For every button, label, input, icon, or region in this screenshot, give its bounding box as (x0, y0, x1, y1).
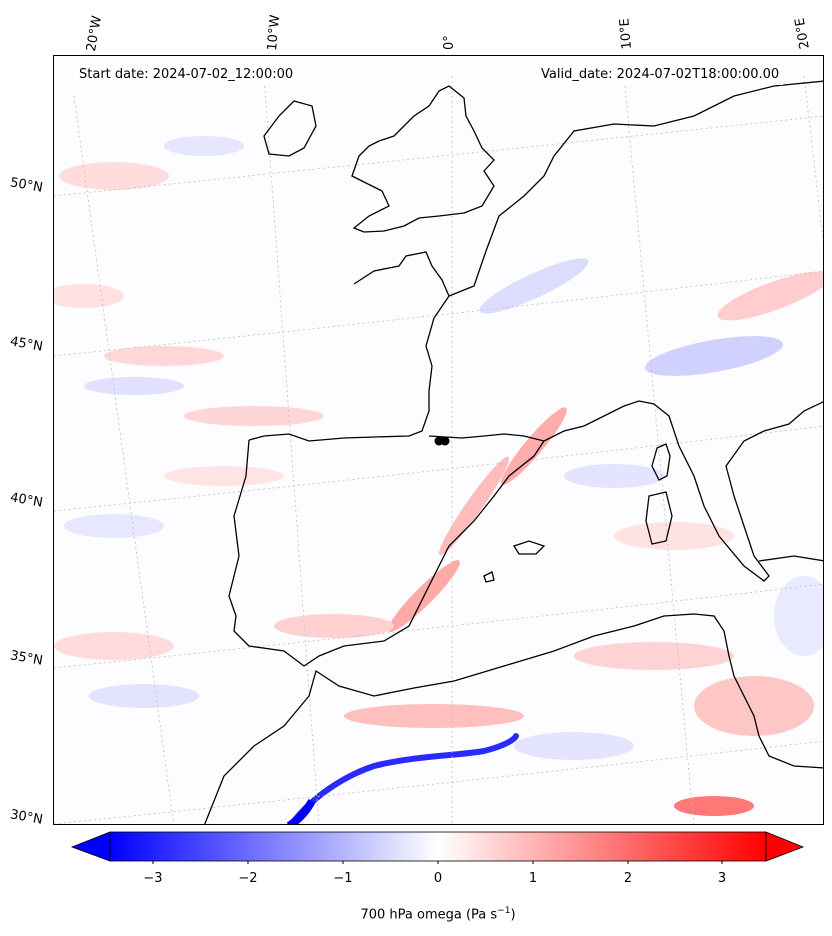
cb-tick-label: 1 (528, 871, 538, 886)
strong-ascent-core (286, 798, 316, 824)
sardinia-outline (645, 491, 673, 545)
colorbar-title-close: ) (510, 907, 516, 923)
colorbar-title-main: 700 hPa omega (Pa s (360, 907, 498, 923)
lon-label-0: 0° (442, 35, 457, 50)
channel-north-sea-coast (448, 80, 823, 297)
strong-ascent-band (291, 733, 519, 824)
lon-label-20e: 20°E (792, 16, 813, 51)
colorbar (70, 831, 805, 864)
cb-tick-label: 3 (717, 871, 727, 886)
graticule (54, 75, 823, 824)
mallorca-outline (513, 540, 546, 555)
sicily-coast (758, 555, 823, 562)
colorbar-title: 700 hPa omega (Pa s−1) (360, 906, 515, 922)
france-atlantic-coast (248, 251, 450, 442)
lat-label-40n: 40°N (8, 490, 44, 511)
ireland-outline (263, 100, 317, 157)
cb-tick-label: −2 (238, 871, 258, 886)
omega-field-map (54, 75, 823, 824)
valid-date-label: Valid_date: 2024-07-02T18:00:00.00 (537, 65, 784, 85)
lat-label-30n: 30°N (8, 807, 44, 828)
lon-label-20w: 20°W (84, 14, 106, 53)
cb-tick-label: −1 (333, 871, 353, 886)
colorbar-extend-min (70, 831, 111, 862)
iberia-outline (228, 433, 546, 667)
lon-label-10w: 10°W (265, 14, 284, 52)
map-panel (53, 55, 824, 825)
cb-tick-label: 2 (623, 871, 633, 886)
colorbar-title-exponent: −1 (497, 906, 511, 916)
cb-tick-label: −3 (143, 871, 163, 886)
lat-label-45n: 45°N (8, 334, 44, 355)
great-britain-outline (351, 85, 495, 233)
lat-label-35n: 35°N (8, 648, 44, 669)
location-marker (434, 436, 450, 446)
start-date-label: Start date: 2024-07-02_12:00:00 (75, 65, 298, 85)
italy-riviera-coast (543, 400, 823, 582)
colorbar-extend-max (765, 831, 805, 862)
coastlines (204, 80, 823, 824)
lat-label-50n: 50°N (8, 175, 44, 196)
ibiza-outline (483, 571, 495, 583)
omega-field (54, 136, 823, 816)
colorbar-gradient (109, 831, 767, 862)
corsica-outline (651, 443, 671, 481)
north-africa-coast (204, 613, 823, 824)
lon-label-10e: 10°E (617, 17, 635, 51)
cb-tick-label: 0 (433, 871, 443, 886)
